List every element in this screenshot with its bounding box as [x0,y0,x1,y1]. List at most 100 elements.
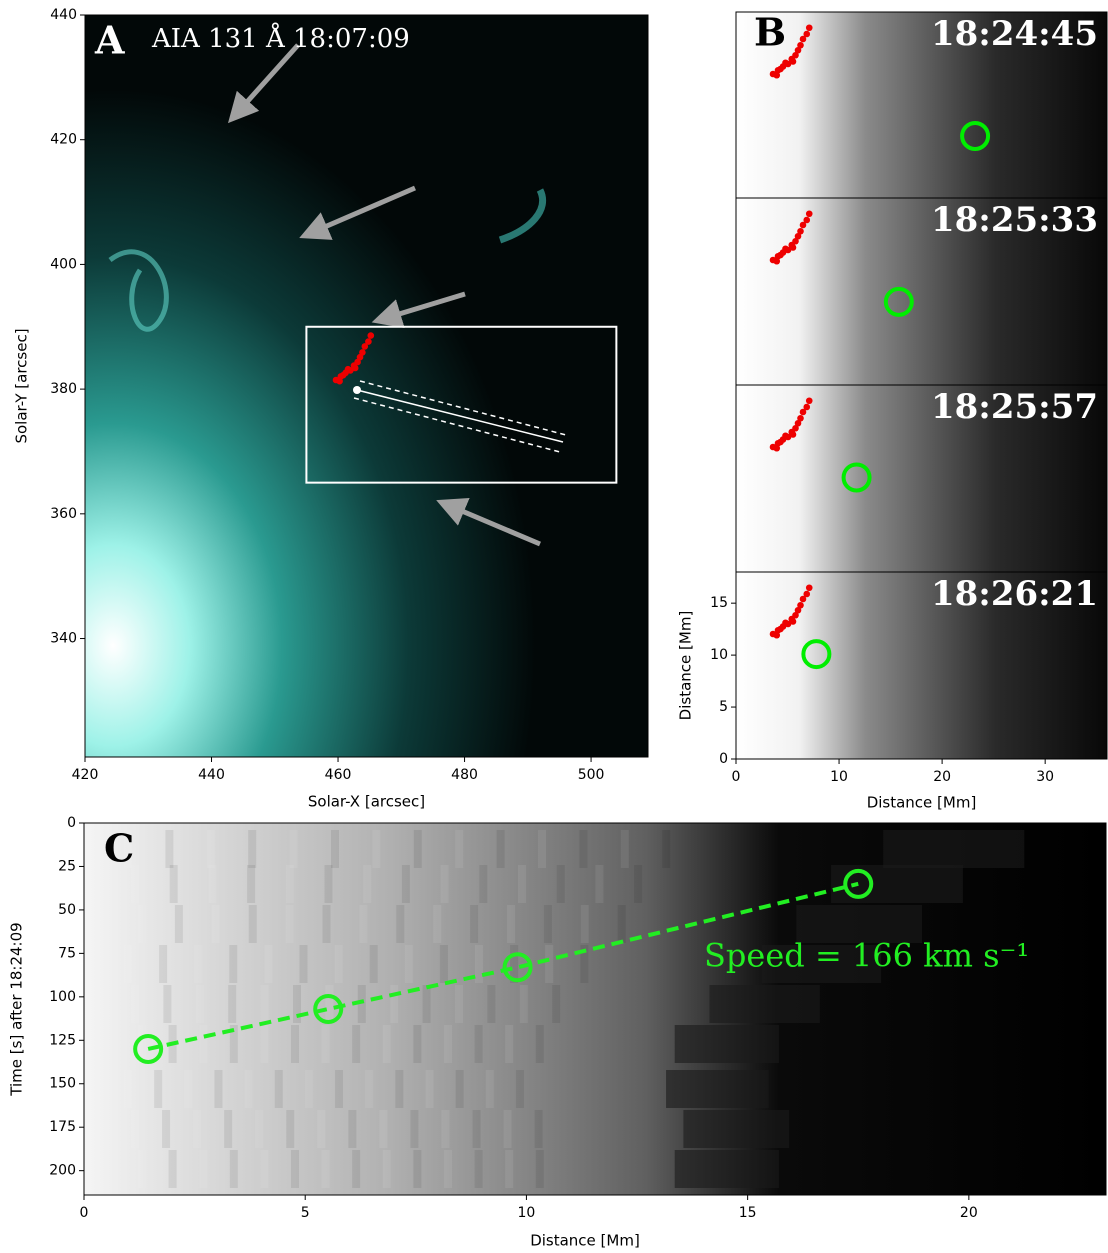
red-marker [805,397,813,405]
streak [195,985,204,1023]
band [674,1025,779,1063]
streak [124,830,132,868]
y-tick-label: 50 [58,902,76,918]
red-marker [797,601,804,609]
streak [441,1110,450,1148]
red-marker [777,65,784,73]
arrow [227,43,300,124]
streak [552,985,561,1023]
streak [165,830,174,868]
streak [369,945,378,983]
streak [496,830,505,868]
streak [519,985,528,1023]
streak [293,985,301,1023]
red-marker [792,51,799,59]
streak [247,865,256,903]
streak [255,1110,264,1148]
frame [735,571,1108,760]
y-tick-label: 380 [50,381,77,397]
streak [425,1070,434,1108]
y-tick-label: 100 [49,989,76,1005]
red-marker [794,606,802,614]
timestamp: 18:25:57 [931,387,1098,427]
x-tick-label: 460 [325,767,352,783]
red-marker [803,30,811,38]
streak [206,830,215,868]
streak [138,1150,146,1188]
streak [325,985,334,1023]
band [674,1150,779,1188]
streak [260,1025,269,1063]
red-marker [789,244,797,251]
red-marker [782,245,789,253]
red-marker [367,332,375,339]
y-tick-label: 175 [49,1119,76,1135]
streak [352,1150,361,1188]
red-marker [359,349,366,356]
image [736,572,1107,759]
streak [159,945,168,983]
streak [413,1025,422,1063]
streak [199,1150,208,1188]
streak [510,945,519,983]
red-marker [805,584,813,592]
streak [538,830,546,868]
red-marker [799,595,807,603]
red-marker [365,338,372,345]
panel-label: C [104,826,134,871]
x-axis-label: Distance [Mm] [867,794,977,812]
streak [396,905,405,943]
x-tick-label: 420 [72,767,99,783]
image [736,12,1107,198]
red-marker [782,619,789,627]
streak [286,1110,295,1148]
y-tick-label: 125 [49,1032,76,1048]
streak [518,865,526,903]
streak [131,1110,139,1148]
red-marker [361,343,369,350]
x-tick-label: 20 [933,769,951,785]
streak [131,985,139,1023]
streak [382,1150,391,1188]
streak [184,1070,193,1108]
streak [472,1110,481,1148]
streak [321,1150,330,1188]
band [666,1070,769,1108]
streak [479,865,488,903]
red-marker [777,251,784,259]
y-tick-label: 5 [719,699,728,715]
streak [617,905,626,943]
streak [322,905,331,943]
streak [214,1070,223,1108]
streak [335,1070,344,1108]
red-marker [351,364,359,372]
x-tick-label: 10 [518,1205,536,1221]
streak [334,945,343,983]
streak [535,1025,544,1063]
streak [372,830,381,868]
y-axis-label: Distance [Mm] [677,611,695,721]
roi-box [305,325,618,484]
streak [475,945,483,983]
y-tick-label: 0 [719,751,728,767]
x-tick-label: 0 [732,769,741,785]
marker [883,286,914,317]
point [133,1033,164,1064]
streak [534,1110,543,1148]
streak [580,945,589,983]
streak [410,1110,419,1148]
red-marker [336,377,343,385]
streak [505,1025,514,1063]
x-tick-label: 5 [301,1205,310,1221]
point [313,994,344,1024]
band [796,905,923,943]
streak [199,1025,208,1063]
y-axis-label: Solar-Y [arcsec] [13,328,31,443]
streak [248,905,257,943]
streak [662,830,671,868]
x-tick-label: 10 [830,769,848,785]
streak [224,1110,233,1148]
streak [124,1070,132,1108]
red-marker [792,611,799,619]
streak [352,1025,361,1063]
